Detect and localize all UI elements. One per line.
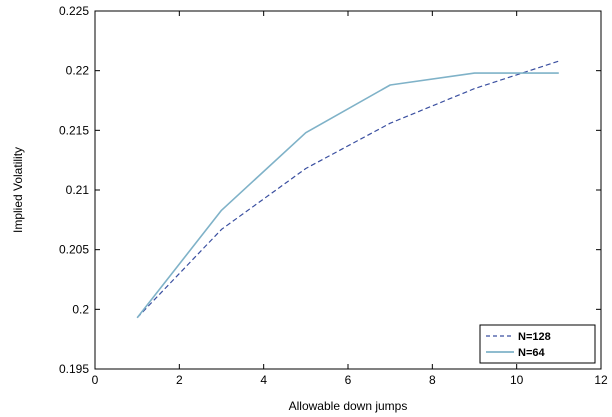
y-tick-label: 0.22 (66, 64, 90, 78)
x-tick-label: 0 (92, 373, 99, 387)
y-tick-label: 0.225 (59, 4, 89, 18)
x-tick-label: 4 (260, 373, 267, 387)
x-tick-label: 6 (345, 373, 352, 387)
x-tick-label: 10 (510, 373, 524, 387)
y-tick-label: 0.21 (66, 183, 90, 197)
plot-area (94, 10, 602, 370)
y-tick-label: 0.215 (59, 123, 89, 137)
x-tick-label: 12 (594, 373, 608, 387)
legend-entry-2: N=64 (518, 347, 545, 359)
axes: 0 2 4 6 8 10 12 0.195 0.2 0.205 0.21 0.215 0.22 0.225 (59, 4, 608, 387)
y-tick-label: 0.2 (72, 302, 89, 316)
legend-entry-1: N=128 (518, 331, 551, 343)
y-tick-label: 0.205 (59, 243, 89, 257)
legend-box (479, 324, 596, 364)
y-axis-label: Implied Volatility (11, 147, 25, 233)
plot-frame (94, 10, 602, 370)
series-line-2 (136, 72, 559, 319)
y-tick-label: 0.195 (59, 362, 89, 376)
x-tick-label: 2 (176, 373, 183, 387)
series-line-1 (136, 60, 559, 319)
legend: N=128 N=64 (479, 324, 596, 364)
x-tick-label: 8 (429, 373, 436, 387)
series-layer (136, 60, 559, 319)
x-axis-label: Allowable down jumps (289, 399, 408, 413)
